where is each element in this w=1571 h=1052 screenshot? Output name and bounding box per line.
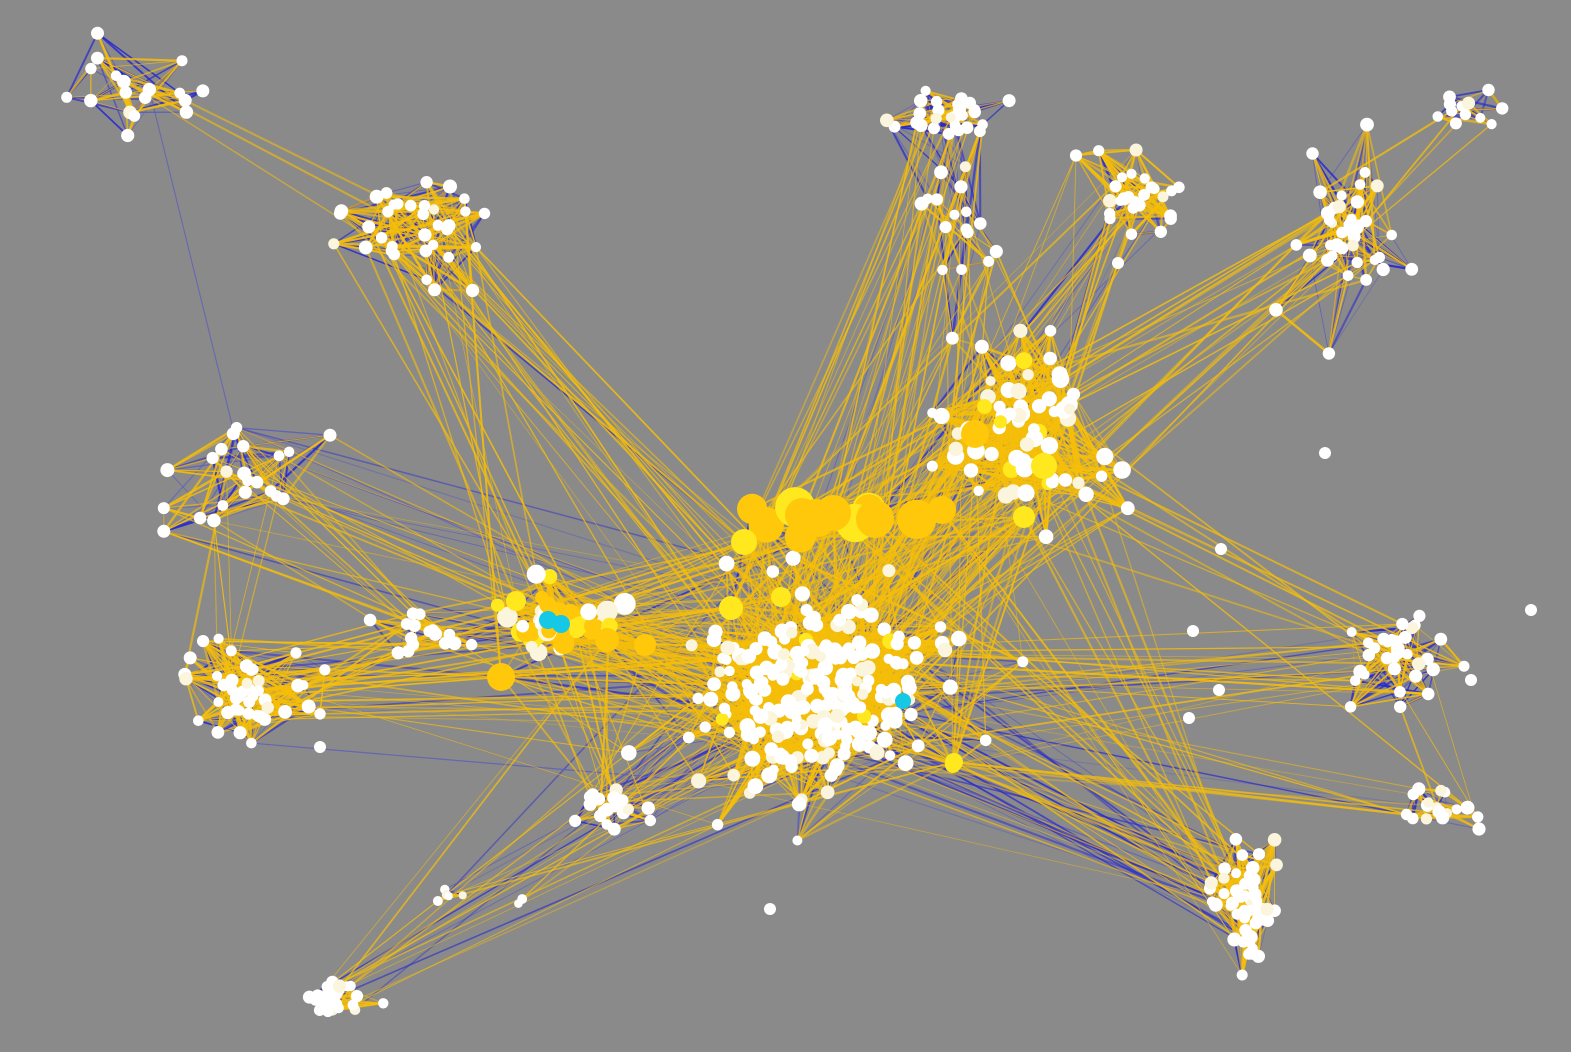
graph-edge xyxy=(1319,191,1349,276)
graph-edge xyxy=(1135,149,1180,189)
graph-edge xyxy=(869,746,1252,938)
graph-edge xyxy=(387,211,428,281)
graph-edge xyxy=(1319,124,1368,193)
graph-edge xyxy=(236,426,773,573)
graph-edge xyxy=(167,457,213,471)
graph-edge xyxy=(886,100,937,122)
graph-edge xyxy=(1351,230,1413,271)
graph-edge xyxy=(1437,115,1492,126)
graph-edge xyxy=(1350,668,1395,708)
graph-edge xyxy=(90,60,183,69)
graph-edge xyxy=(163,427,238,509)
graph-edge xyxy=(375,196,383,238)
graph-edge xyxy=(96,32,117,77)
graph-edge xyxy=(380,204,426,239)
graph-edge xyxy=(1072,393,1123,471)
graph-edge xyxy=(886,119,962,188)
graph-edge xyxy=(885,119,929,200)
graph-edge xyxy=(66,96,131,113)
graph-edge xyxy=(796,660,1024,842)
graph-edge xyxy=(127,60,183,136)
graph-edge xyxy=(1328,269,1384,354)
graph-edge xyxy=(97,57,183,62)
graph-edge xyxy=(1350,693,1429,708)
graph-edge xyxy=(874,149,1137,520)
graph-edge xyxy=(90,100,131,113)
graph-edge xyxy=(236,427,331,436)
graph-edge xyxy=(148,89,245,474)
graph-edge xyxy=(1097,149,1123,179)
graph-edge xyxy=(970,409,1065,471)
graph-edge xyxy=(965,211,997,252)
graph-edge xyxy=(339,774,734,987)
graph-edge xyxy=(90,99,129,137)
graph-edge xyxy=(1399,669,1434,708)
graph-edge xyxy=(251,742,699,782)
graph-edge xyxy=(1414,625,1465,667)
graph-edge xyxy=(167,455,280,471)
graph-edge xyxy=(123,59,183,83)
graph-edge xyxy=(942,260,989,271)
graph-edge xyxy=(1309,255,1330,354)
graph-edge xyxy=(1328,275,1349,354)
graph-edge xyxy=(166,426,238,472)
graph-edge xyxy=(1449,89,1489,98)
graph-edge xyxy=(232,433,258,483)
graph-edge xyxy=(235,427,272,492)
graph-edge xyxy=(163,470,228,510)
graph-edge xyxy=(65,32,99,98)
graph-edge xyxy=(185,678,219,733)
graph-edge xyxy=(1351,622,1403,634)
graph-edge xyxy=(1275,308,1330,355)
graph-edge xyxy=(184,664,247,676)
graph-edge xyxy=(797,762,906,841)
graph-edge xyxy=(1312,153,1329,214)
graph-edge xyxy=(851,701,1407,816)
graph-edge xyxy=(376,195,465,200)
graph-edge xyxy=(1311,153,1336,209)
graph-edge xyxy=(1327,279,1368,354)
graph-edge xyxy=(133,60,183,117)
graph-edge xyxy=(831,762,906,776)
graph-edge xyxy=(167,469,227,473)
graph-edge xyxy=(920,202,990,263)
graph-edge xyxy=(1449,95,1503,110)
graph-edge xyxy=(837,627,1413,717)
graph-edge xyxy=(243,445,290,453)
graph-edge xyxy=(386,181,427,194)
graph-edge xyxy=(425,250,436,290)
graph-edge xyxy=(167,469,248,482)
graph-edge xyxy=(935,101,968,230)
graph-edge xyxy=(97,32,181,94)
graph-edge xyxy=(201,640,220,703)
